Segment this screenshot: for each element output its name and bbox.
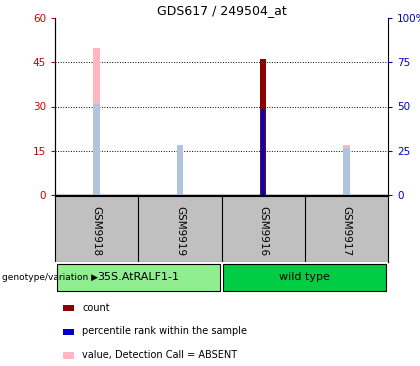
Bar [260,59,266,195]
Text: GSM9917: GSM9917 [341,206,352,256]
Text: value, Detection Call = ABSENT: value, Detection Call = ABSENT [82,350,237,360]
Bar [176,145,183,195]
Bar [343,145,350,195]
Text: count: count [82,303,110,313]
Text: percentile rank within the sample: percentile rank within the sample [82,326,247,336]
Text: GSM9919: GSM9919 [175,206,185,256]
Bar [57,264,220,291]
Bar [223,264,386,291]
Bar [176,145,183,195]
Bar [261,109,265,195]
Title: GDS617 / 249504_at: GDS617 / 249504_at [157,4,286,17]
Text: genotype/variation ▶: genotype/variation ▶ [2,273,98,282]
Text: GSM9916: GSM9916 [258,206,268,256]
Text: 35S.AtRALF1-1: 35S.AtRALF1-1 [97,273,179,283]
Text: GSM9918: GSM9918 [92,206,102,256]
Bar [93,48,100,195]
Bar [343,148,350,195]
Bar [93,104,100,195]
Text: wild type: wild type [279,273,330,283]
